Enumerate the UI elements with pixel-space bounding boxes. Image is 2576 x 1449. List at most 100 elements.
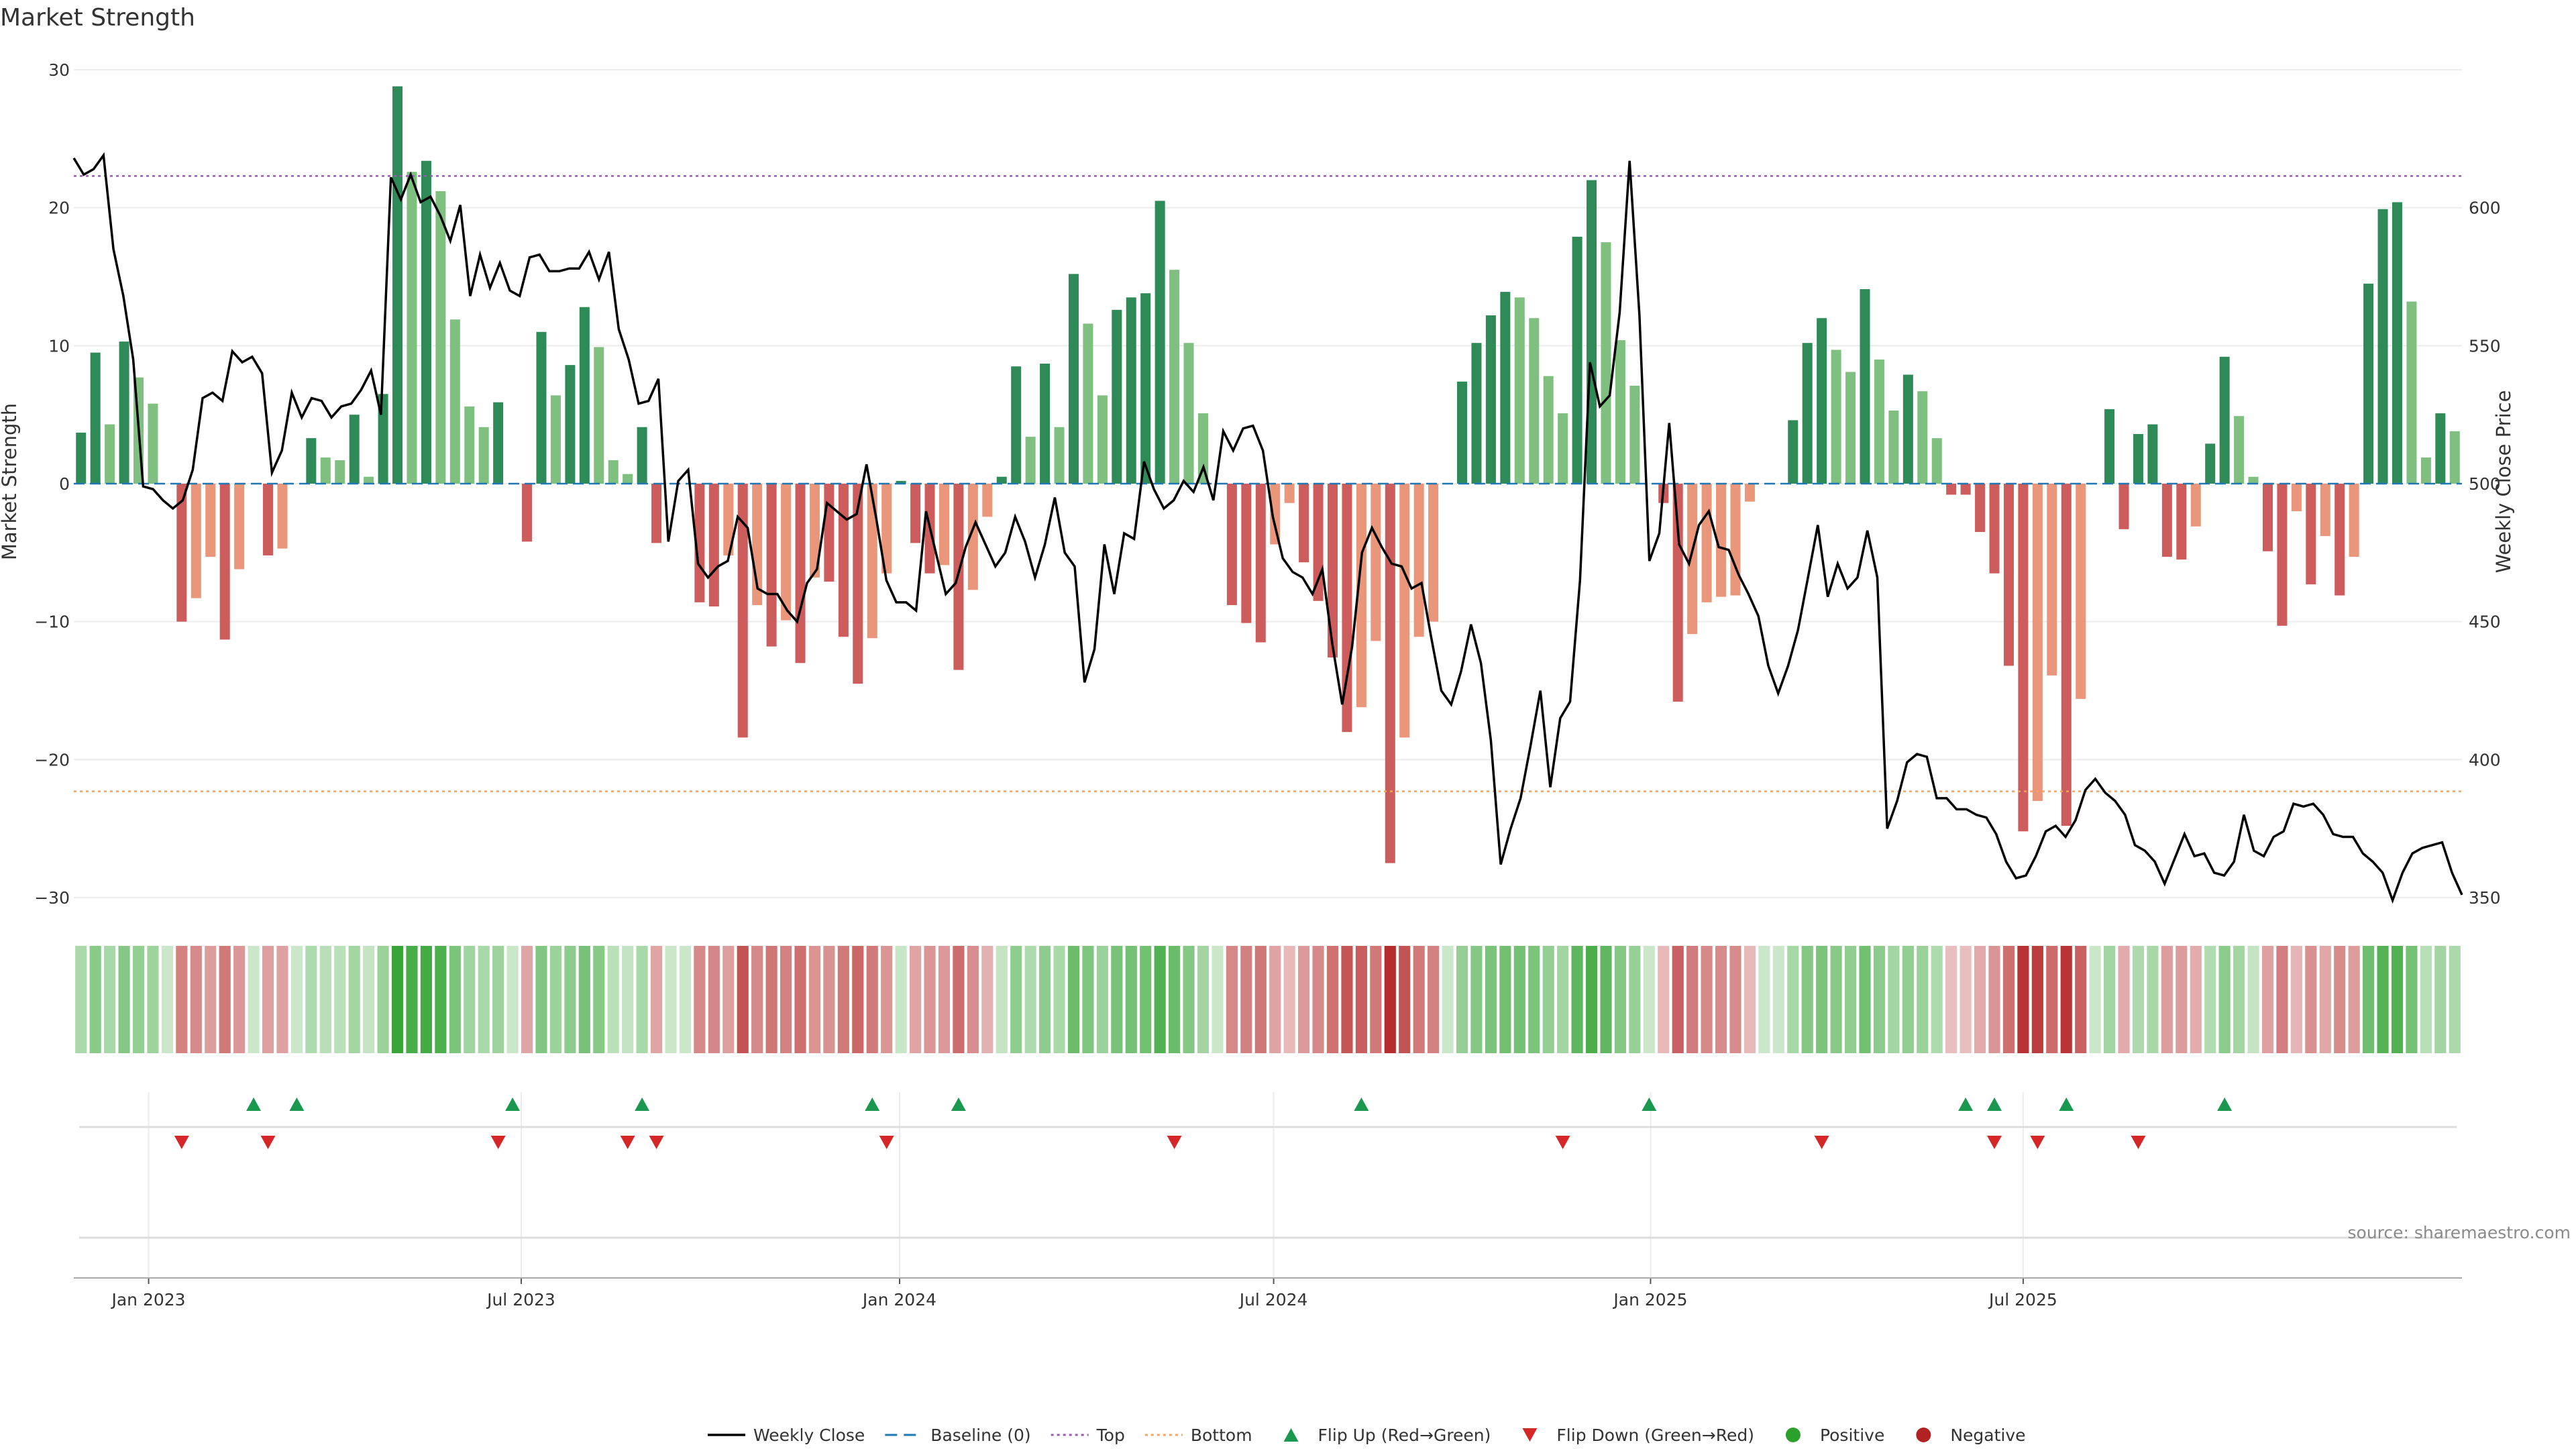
legend-swatch-negative bbox=[1916, 1428, 1931, 1442]
heat-strip-cell bbox=[910, 946, 922, 1053]
heat-strip-cell bbox=[1672, 946, 1684, 1053]
heat-strip-cell bbox=[1413, 946, 1425, 1053]
strength-bar bbox=[2262, 484, 2273, 551]
strength-bar bbox=[2406, 301, 2417, 484]
y-tick-label-left: −30 bbox=[34, 888, 70, 908]
heat-strip-cell bbox=[1571, 946, 1583, 1053]
strength-bar bbox=[536, 331, 547, 484]
heat-strip-cell bbox=[2449, 946, 2461, 1053]
heat-strip-cell bbox=[1226, 946, 1238, 1053]
heat-strip-cell bbox=[2031, 946, 2043, 1053]
strength-bar bbox=[579, 307, 590, 484]
flip-down-marker bbox=[1814, 1136, 1829, 1149]
strength-bar bbox=[335, 460, 345, 484]
strength-bar bbox=[1587, 180, 1597, 484]
strength-bar bbox=[2047, 484, 2057, 676]
legend-item-baseline: Baseline (0) bbox=[885, 1426, 1031, 1445]
legend: Weekly Close Baseline (0) Top Bottom Flip Up… bbox=[708, 1426, 2026, 1445]
strength-bar bbox=[205, 484, 216, 557]
x-tick-label: Jan 2025 bbox=[1612, 1290, 1687, 1309]
legend-item-flip_up: Flip Up (Red→Green) bbox=[1283, 1426, 1491, 1445]
strength-bar bbox=[1371, 484, 1381, 641]
strength-bar bbox=[1902, 374, 1913, 484]
legend-swatch-flip-up bbox=[1283, 1428, 1299, 1442]
heat-strip-cell bbox=[1212, 946, 1224, 1053]
flip-down-marker bbox=[879, 1136, 894, 1149]
heat-strip-cell bbox=[348, 946, 360, 1053]
heat-strip-cell bbox=[823, 946, 835, 1053]
strength-bar bbox=[723, 484, 734, 555]
heat-strip-cell bbox=[1715, 946, 1727, 1053]
strength-bar bbox=[2147, 424, 2158, 484]
heat-strip-cell bbox=[564, 946, 576, 1053]
strength-bar bbox=[1802, 343, 1813, 484]
strength-bar bbox=[493, 402, 504, 484]
strength-bar bbox=[1845, 372, 1856, 484]
strength-bar bbox=[1529, 318, 1540, 484]
heat-strip-cell bbox=[1169, 946, 1181, 1053]
y-tick-label-right: 350 bbox=[2469, 888, 2501, 908]
strength-bar bbox=[1558, 413, 1568, 484]
strength-bars bbox=[76, 86, 2460, 863]
strength-bar bbox=[1931, 438, 1942, 484]
legend-item-close: Weekly Close bbox=[708, 1426, 865, 1445]
strength-bar bbox=[306, 438, 317, 484]
heat-strip-cell bbox=[2002, 946, 2015, 1053]
heat-strip-cell bbox=[1557, 946, 1569, 1053]
heat-strip-cell bbox=[147, 946, 159, 1053]
strength-bar bbox=[1946, 484, 1957, 495]
flip-up-marker bbox=[289, 1097, 305, 1111]
flip-down-marker bbox=[1167, 1136, 1182, 1149]
heat-strip-cell bbox=[1585, 946, 1598, 1053]
strength-bar bbox=[2176, 484, 2187, 560]
flip-up-marker bbox=[2059, 1097, 2074, 1111]
heat-strip-cell bbox=[535, 946, 547, 1053]
heat-strip-cell bbox=[765, 946, 777, 1053]
heat-strip-cell bbox=[1859, 946, 1871, 1053]
flip-markers-panel bbox=[174, 1097, 2233, 1149]
heat-strip-cell bbox=[1312, 946, 1324, 1053]
heat-strip-cell bbox=[1010, 946, 1022, 1053]
strength-bar bbox=[76, 432, 87, 484]
heat-strip-cell bbox=[2276, 946, 2288, 1053]
heat-strip-cell bbox=[2089, 946, 2101, 1053]
gridlines bbox=[74, 69, 2462, 1278]
strength-bar bbox=[1917, 391, 1928, 484]
strength-bar bbox=[2349, 484, 2359, 557]
strength-bar bbox=[1255, 484, 1266, 643]
legend-item-flip_down: Flip Down (Green→Red) bbox=[1522, 1426, 1754, 1445]
heat-strip-cell bbox=[2420, 946, 2432, 1053]
y-tick-label-right: 500 bbox=[2469, 474, 2501, 494]
strength-bar bbox=[1817, 318, 1827, 484]
heat-strip-cell bbox=[2406, 946, 2418, 1053]
strength-bar bbox=[1054, 427, 1065, 484]
y-tick-label-left: 30 bbox=[48, 60, 70, 80]
heat-strip-cell bbox=[607, 946, 619, 1053]
strength-bar bbox=[2449, 431, 2460, 484]
heat-strip-cell bbox=[1283, 946, 1295, 1053]
heat-strip-cell bbox=[449, 946, 461, 1053]
y-tick-label-right: 550 bbox=[2469, 336, 2501, 356]
strength-bar bbox=[1313, 484, 1324, 601]
strength-bar bbox=[2003, 484, 2014, 666]
heat-strip-cell bbox=[694, 946, 706, 1053]
strength-bar bbox=[1601, 242, 1611, 484]
heat-strip-cell bbox=[1787, 946, 1799, 1053]
heat-strip-cell bbox=[1024, 946, 1036, 1053]
heat-strip-cell bbox=[1960, 946, 1972, 1053]
strength-bar bbox=[651, 484, 662, 543]
strength-bar bbox=[1989, 484, 2000, 574]
heat-strip-cell bbox=[363, 946, 375, 1053]
strength-bar bbox=[853, 484, 863, 684]
heat-strip-cell bbox=[2233, 946, 2245, 1053]
flip-down-marker bbox=[2030, 1136, 2045, 1149]
heat-strip-cell bbox=[377, 946, 389, 1053]
strength-bar bbox=[1960, 484, 1971, 495]
strength-bar bbox=[938, 484, 949, 566]
strength-bar bbox=[1299, 484, 1309, 563]
strength-bar bbox=[2018, 484, 2029, 832]
legend-item-bottom: Bottom bbox=[1144, 1426, 1252, 1445]
legend-swatch-positive bbox=[1785, 1428, 1801, 1442]
strength-bar bbox=[694, 484, 705, 602]
strength-bar bbox=[2076, 484, 2086, 699]
